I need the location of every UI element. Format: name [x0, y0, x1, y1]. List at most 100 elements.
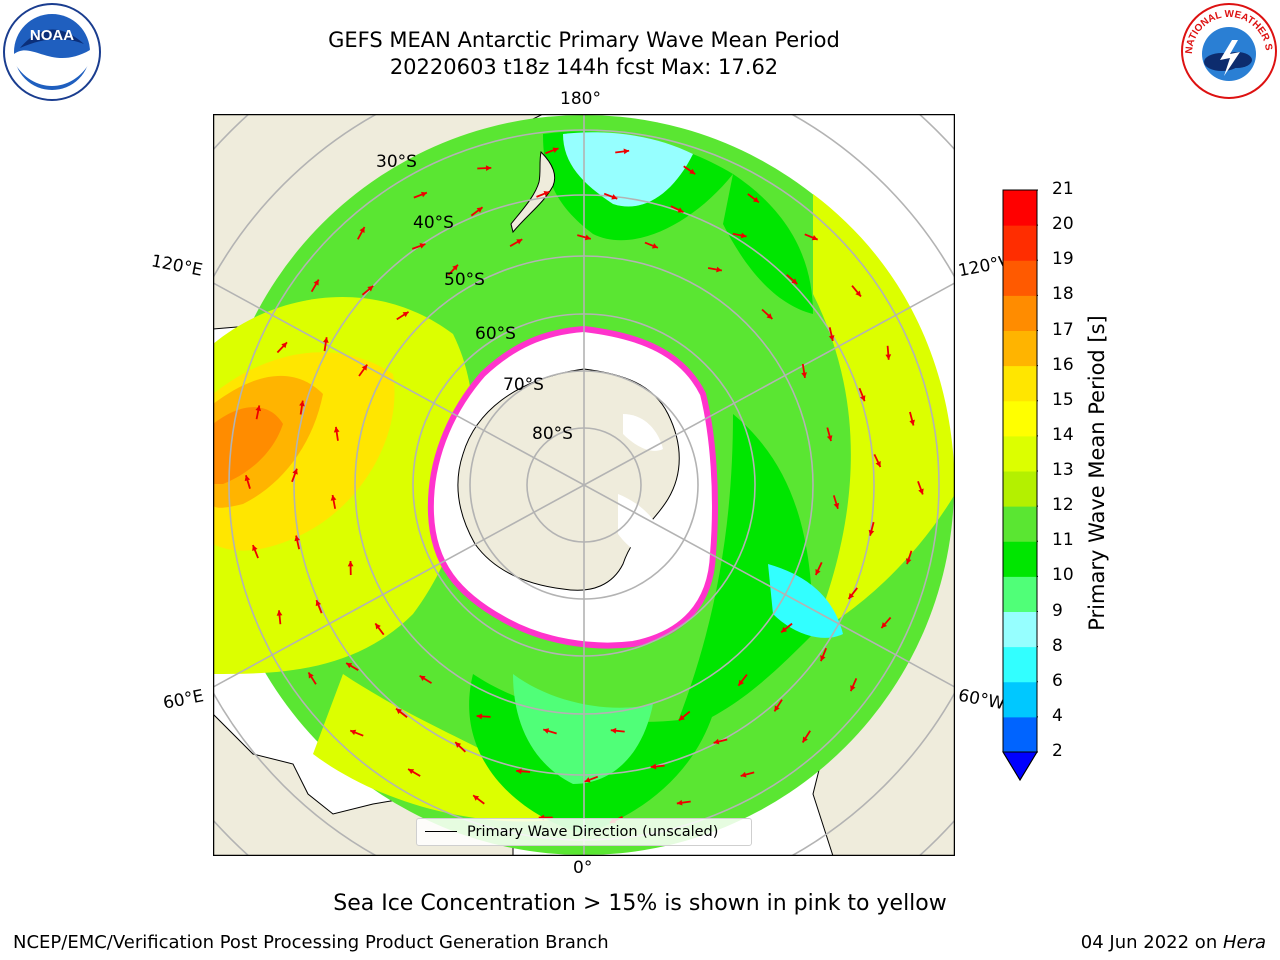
wave-arrow-head	[375, 623, 381, 630]
wave-arrow-head	[716, 266, 722, 273]
lat-label-40s: 40°S	[413, 213, 454, 233]
wave-arrow-head	[330, 495, 337, 501]
lon-label-180: 180°	[560, 89, 601, 109]
wave-arrow-head	[419, 675, 426, 681]
chart-title: GEFS MEAN Antarctic Primary Wave Mean Pe…	[328, 28, 840, 52]
wave-arrow-head	[276, 610, 283, 616]
wave-arrow-head	[367, 285, 374, 292]
colorbar-tick-label: 4	[1052, 705, 1063, 726]
colorbar-tick-label: 13	[1052, 460, 1074, 480]
wave-arrow-head	[420, 191, 427, 198]
wave-arrow-head	[855, 290, 861, 297]
wave-arrow-head	[281, 342, 287, 349]
wave-arrow-head	[833, 502, 840, 509]
wave-arrow-head	[918, 488, 924, 495]
wave-arrow-head	[811, 234, 818, 241]
map-legend: Primary Wave Direction (unscaled)	[416, 818, 752, 846]
wave-arrow-head	[476, 713, 483, 720]
lat-label-30s: 30°S	[376, 152, 417, 172]
wave-arrow-head	[313, 279, 319, 286]
wave-arrow-head	[552, 147, 559, 153]
footer-credit: NCEP/EMC/Verification Post Processing Pr…	[13, 932, 609, 953]
colorbar-tick-label: 8	[1052, 635, 1063, 656]
wave-arrow-head	[677, 207, 684, 213]
wave-arrow-head	[850, 685, 856, 692]
wave-arrow-head	[676, 799, 683, 806]
wave-arrow-head	[650, 763, 657, 770]
wave-arrow-head	[909, 419, 915, 426]
wave-arrow-head	[774, 705, 780, 712]
wave-arrow-head	[815, 569, 821, 576]
wave-arrow-head	[611, 194, 618, 200]
wave-arrow-head	[753, 196, 759, 203]
wave-arrow-head	[255, 405, 262, 412]
noaa-logo: NOAA	[2, 2, 102, 102]
wave-arrow-head	[543, 728, 550, 734]
colorbar-segment	[1003, 330, 1037, 367]
wave-arrow-head	[452, 264, 458, 271]
wave-arrow-head	[781, 626, 788, 633]
wave-arrow-head	[473, 795, 480, 801]
wave-arrow-head	[905, 558, 912, 565]
wave-arrow-head	[346, 663, 353, 669]
wave-arrow-head	[252, 545, 258, 552]
wave-arrow-head	[826, 435, 833, 442]
wave-arrow-head	[584, 234, 591, 241]
wave-arrow-head	[359, 227, 365, 234]
colorbar-segment	[1003, 190, 1037, 226]
wave-arrow-head	[516, 768, 522, 775]
wave-arrow-head	[350, 729, 357, 736]
wave-arrow-head	[802, 736, 808, 743]
colorbar-label: Primary Wave Mean Period [s]	[1085, 315, 1109, 631]
wave-arrow-head	[294, 535, 301, 542]
lon-label-60e: 60°E	[161, 686, 206, 714]
polar-map	[83, 0, 1085, 960]
colorbar-segment	[1003, 646, 1037, 683]
colorbar-segment	[1003, 225, 1037, 261]
wave-arrow-head	[828, 335, 835, 341]
wave-arrow-head	[333, 426, 340, 433]
wave-arrow-head	[244, 475, 251, 482]
lat-label-80s: 80°S	[532, 424, 573, 444]
wave-arrow-head	[885, 354, 892, 360]
colorbar-tick-label: 18	[1052, 284, 1074, 305]
wave-arrow-head	[678, 714, 685, 721]
lat-label-50s: 50°S	[444, 270, 485, 290]
chart-subtitle: 20220603 t18z 144h fcst Max: 17.62	[389, 55, 779, 79]
wave-arrow-head	[323, 337, 329, 343]
wave-arrow-head	[361, 364, 368, 371]
colorbar-segment	[1003, 576, 1037, 612]
colorbar-segment	[1003, 295, 1037, 331]
new-zealand-land	[510, 150, 556, 234]
wave-arrow-head	[881, 622, 888, 629]
lon-label-120e: 120°E	[149, 251, 205, 281]
colorbar-segment	[1003, 716, 1037, 753]
wave-arrow-head	[315, 600, 322, 607]
wave-arrow-head	[516, 239, 523, 245]
wave-arrow-head	[308, 672, 314, 679]
colorbar-segment	[1003, 471, 1037, 507]
colorbar-tick-label: 11	[1052, 530, 1074, 551]
map-frame	[212, 113, 956, 857]
colorbar-tick-label: 9	[1052, 600, 1063, 621]
wave-arrow-head	[292, 468, 298, 475]
wave-arrow-head	[820, 655, 826, 662]
colorbar-segment	[1003, 611, 1037, 648]
colorbar-segment	[1003, 365, 1037, 402]
wave-arrow-head	[299, 400, 305, 407]
footer-host: Hera	[1222, 932, 1266, 953]
wave-arrow-head	[801, 372, 807, 378]
wave-arrow-head	[543, 190, 550, 197]
wave-arrow-head	[848, 592, 855, 599]
wave-arrow-head	[396, 708, 402, 715]
colorbar-tick-label: 21	[1052, 179, 1074, 199]
wave-arrow-head	[584, 777, 591, 783]
wave-arrow-head	[713, 738, 720, 745]
lat-label-70s: 70°S	[503, 375, 544, 395]
colorbar-segment	[1003, 400, 1037, 437]
sea-ice-caption: Sea Ice Concentration > 15% is shown in …	[333, 891, 947, 916]
wave-arrow-head	[860, 395, 866, 402]
lon-label-0: 0°	[573, 858, 593, 878]
wave-arrow-head	[766, 313, 773, 319]
colorbar-tick-label: 17	[1052, 319, 1074, 340]
